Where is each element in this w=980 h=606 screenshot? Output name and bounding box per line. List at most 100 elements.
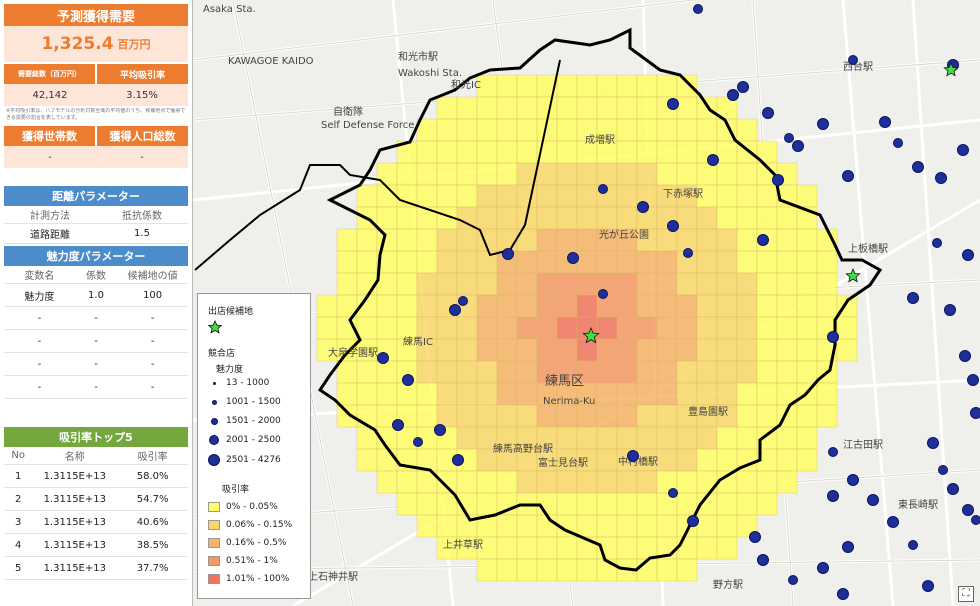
competitor-dot <box>947 483 959 495</box>
competitor-dot <box>458 296 468 306</box>
grid-cell <box>396 162 418 186</box>
grid-cell <box>476 382 498 406</box>
top5-row[interactable]: 4 1.3115E+13 38.5% <box>4 534 188 557</box>
attract-row: 魅力度 1.0 100 <box>4 284 188 307</box>
grid-cell <box>736 338 758 362</box>
competitor-dot <box>413 437 423 447</box>
grid-cell <box>496 96 518 120</box>
grid-cell <box>716 316 738 340</box>
circle-icon <box>210 417 218 425</box>
grid-cell <box>556 96 578 120</box>
grid-cell <box>436 96 458 120</box>
grid-cell <box>596 382 618 406</box>
grid-cell <box>596 404 618 428</box>
grid-cell <box>676 360 698 384</box>
attract-var-cell: - <box>37 381 42 393</box>
top5-row[interactable]: 3 1.3115E+13 40.6% <box>4 511 188 534</box>
grid-cell <box>576 404 598 428</box>
calc-method-value: 道路距離 <box>30 230 70 241</box>
demand-value: 1,325.4 <box>41 34 114 54</box>
competitor-dot <box>668 488 678 498</box>
grid-cell <box>356 382 378 406</box>
grid-cell <box>536 514 558 538</box>
grid-cell <box>676 74 698 98</box>
map-label: 豊島園駅 <box>688 405 728 418</box>
legend-candidate-title: 出店候補地 <box>208 307 254 317</box>
competitor-dot <box>879 116 891 128</box>
grid-cell <box>636 294 658 318</box>
attract-var-cell: - <box>37 335 42 347</box>
grid-cell <box>756 316 778 340</box>
grid-cell <box>416 404 438 428</box>
grid-cell <box>556 470 578 494</box>
competitor-dot <box>683 248 693 258</box>
top5-row[interactable]: 2 1.3115E+13 54.7% <box>4 488 188 511</box>
grid-cell <box>476 404 498 428</box>
legend-candidate-item <box>208 320 222 334</box>
competitor-stores <box>377 4 980 600</box>
grid-cell <box>836 338 858 362</box>
demand-value-box: 1,325.4 百万円 <box>4 26 188 62</box>
grid-cell <box>436 162 458 186</box>
grid-cell <box>616 470 638 494</box>
map-label: Asaka Sta. <box>203 4 256 15</box>
grid-cell <box>576 272 598 296</box>
map-label: 野方駅 <box>713 578 743 591</box>
grid-cell <box>316 316 338 340</box>
grid-cell <box>456 404 478 428</box>
grid-cell <box>596 514 618 538</box>
grid-cell <box>696 228 718 252</box>
grid-cell <box>476 96 498 120</box>
grid-cell <box>716 514 738 538</box>
grid-cell <box>436 140 458 164</box>
zoom-icon[interactable]: ⛶ <box>958 586 974 602</box>
grid-cell <box>636 338 658 362</box>
legend-attract-item: 13 - 1000 <box>208 378 269 388</box>
legend-swatch <box>208 502 220 512</box>
grid-cell <box>576 96 598 120</box>
grid-cell <box>596 492 618 516</box>
grid-cell <box>616 96 638 120</box>
top5-row[interactable]: 5 1.3115E+13 37.7% <box>4 557 188 580</box>
competitor-dot <box>867 494 879 506</box>
grid-cell <box>496 184 518 208</box>
grid-cell <box>656 228 678 252</box>
grid-cell <box>336 250 358 274</box>
attract-coef-cell: - <box>94 335 98 347</box>
grid-cell <box>656 382 678 406</box>
attract-header-row: 変数名 係数 候補地の値 <box>4 266 188 284</box>
grid-cell <box>616 360 638 384</box>
grid-cell <box>596 470 618 494</box>
competitor-dot <box>792 140 804 152</box>
grid-cell <box>376 162 398 186</box>
grid-cell <box>656 448 678 472</box>
grid-cell <box>556 162 578 186</box>
grid-cell <box>736 470 758 494</box>
grid-cell <box>556 272 578 296</box>
grid-cell <box>476 272 498 296</box>
top5-rate-cell: 40.6% <box>136 516 169 528</box>
map-label: 上板橋駅 <box>848 242 888 255</box>
map-label: 練馬IC <box>403 335 433 348</box>
grid-cell <box>676 272 698 296</box>
grid-cell <box>416 294 438 318</box>
competitor-dot <box>772 174 784 186</box>
grid-cell <box>476 184 498 208</box>
map-view[interactable]: Asaka Sta. 和光市駅 Wakoshi Sta. 和光IC 成増駅 下赤塚駅 光が丘… <box>193 0 980 606</box>
grid-cell <box>396 250 418 274</box>
top5-name-cell: 1.3115E+13 <box>43 539 106 551</box>
competitor-dot <box>784 133 794 143</box>
top5-row[interactable]: 1 1.3115E+13 58.0% <box>4 465 188 488</box>
grid-cell <box>496 360 518 384</box>
competitor-dot <box>707 154 719 166</box>
grid-cell <box>376 294 398 318</box>
legend-rate-label: 0.51% - 1% <box>226 556 278 566</box>
grid-cell <box>456 206 478 230</box>
map-canvas[interactable]: Asaka Sta. 和光市駅 Wakoshi Sta.和光IC 成増駅下赤塚駅光が丘… <box>193 0 980 606</box>
grid-cell <box>676 382 698 406</box>
grid-cell <box>376 448 398 472</box>
map-label: 成増駅 <box>585 133 615 146</box>
grid-cell <box>796 250 818 274</box>
road <box>911 0 955 606</box>
avg-rate-value: 3.15% <box>126 89 158 101</box>
